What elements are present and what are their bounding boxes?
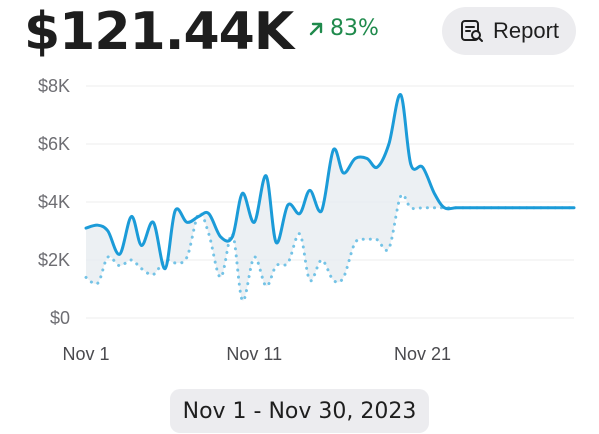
area-between-series [86, 94, 574, 301]
y-tick-label: $6K [38, 134, 70, 154]
y-tick-label: $2K [38, 250, 70, 270]
series-line-solid [84, 93, 576, 271]
date-range-label: Nov 1 - Nov 30, 2023 [182, 398, 417, 424]
y-tick-label: $0 [50, 308, 70, 328]
arrow-up-right-icon [309, 22, 323, 35]
summary-header: $121.44K 83% Report [24, 0, 584, 64]
change-indicator: 83% [308, 16, 379, 41]
y-tick-label: $4K [38, 192, 70, 212]
date-range-picker[interactable]: Nov 1 - Nov 30, 2023 [170, 389, 429, 433]
chart-area [86, 94, 574, 301]
report-button-label: Report [492, 18, 560, 43]
sales-chart: $0 $2K $4K $6K $8K Nov 1 Nov 11 Nov 21 [38, 76, 576, 364]
x-tick-label: Nov 1 [62, 344, 109, 364]
y-axis-ticks: $0 $2K $4K $6K $8K [38, 76, 70, 328]
x-tick-label: Nov 11 [226, 344, 282, 364]
report-button[interactable]: Report [442, 7, 576, 55]
report-search-icon [460, 20, 483, 42]
total-value: $121.44K [24, 2, 294, 62]
y-tick-label: $8K [38, 76, 70, 96]
change-percent: 83% [330, 16, 379, 41]
chart-series [84, 93, 576, 303]
x-tick-label: Nov 21 [394, 344, 451, 364]
x-axis-ticks: Nov 1 Nov 11 Nov 21 [62, 344, 451, 364]
